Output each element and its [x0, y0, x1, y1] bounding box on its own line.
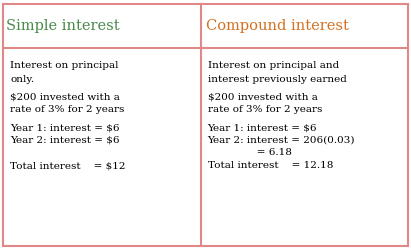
Text: interest previously earned: interest previously earned: [208, 75, 346, 84]
Text: Interest on principal and: Interest on principal and: [208, 61, 339, 70]
Text: Interest on principal: Interest on principal: [10, 61, 119, 70]
Text: rate of 3% for 2 years: rate of 3% for 2 years: [10, 106, 125, 114]
Text: Year 1: interest = $6: Year 1: interest = $6: [208, 123, 317, 132]
Text: only.: only.: [10, 75, 35, 84]
Text: Total interest    = $12: Total interest = $12: [10, 161, 126, 170]
FancyBboxPatch shape: [3, 4, 408, 246]
Text: Year 2: interest = 206(0.03): Year 2: interest = 206(0.03): [208, 136, 355, 144]
Text: Compound interest: Compound interest: [206, 19, 349, 32]
Text: Total interest    = 12.18: Total interest = 12.18: [208, 161, 333, 170]
Text: Simple interest: Simple interest: [6, 19, 120, 32]
Text: = 6.18: = 6.18: [208, 148, 291, 157]
Text: Year 2: interest = $6: Year 2: interest = $6: [10, 136, 120, 144]
Text: $200 invested with a: $200 invested with a: [208, 92, 317, 102]
Text: $200 invested with a: $200 invested with a: [10, 92, 120, 102]
Text: rate of 3% for 2 years: rate of 3% for 2 years: [208, 106, 322, 114]
Text: Year 1: interest = $6: Year 1: interest = $6: [10, 123, 120, 132]
